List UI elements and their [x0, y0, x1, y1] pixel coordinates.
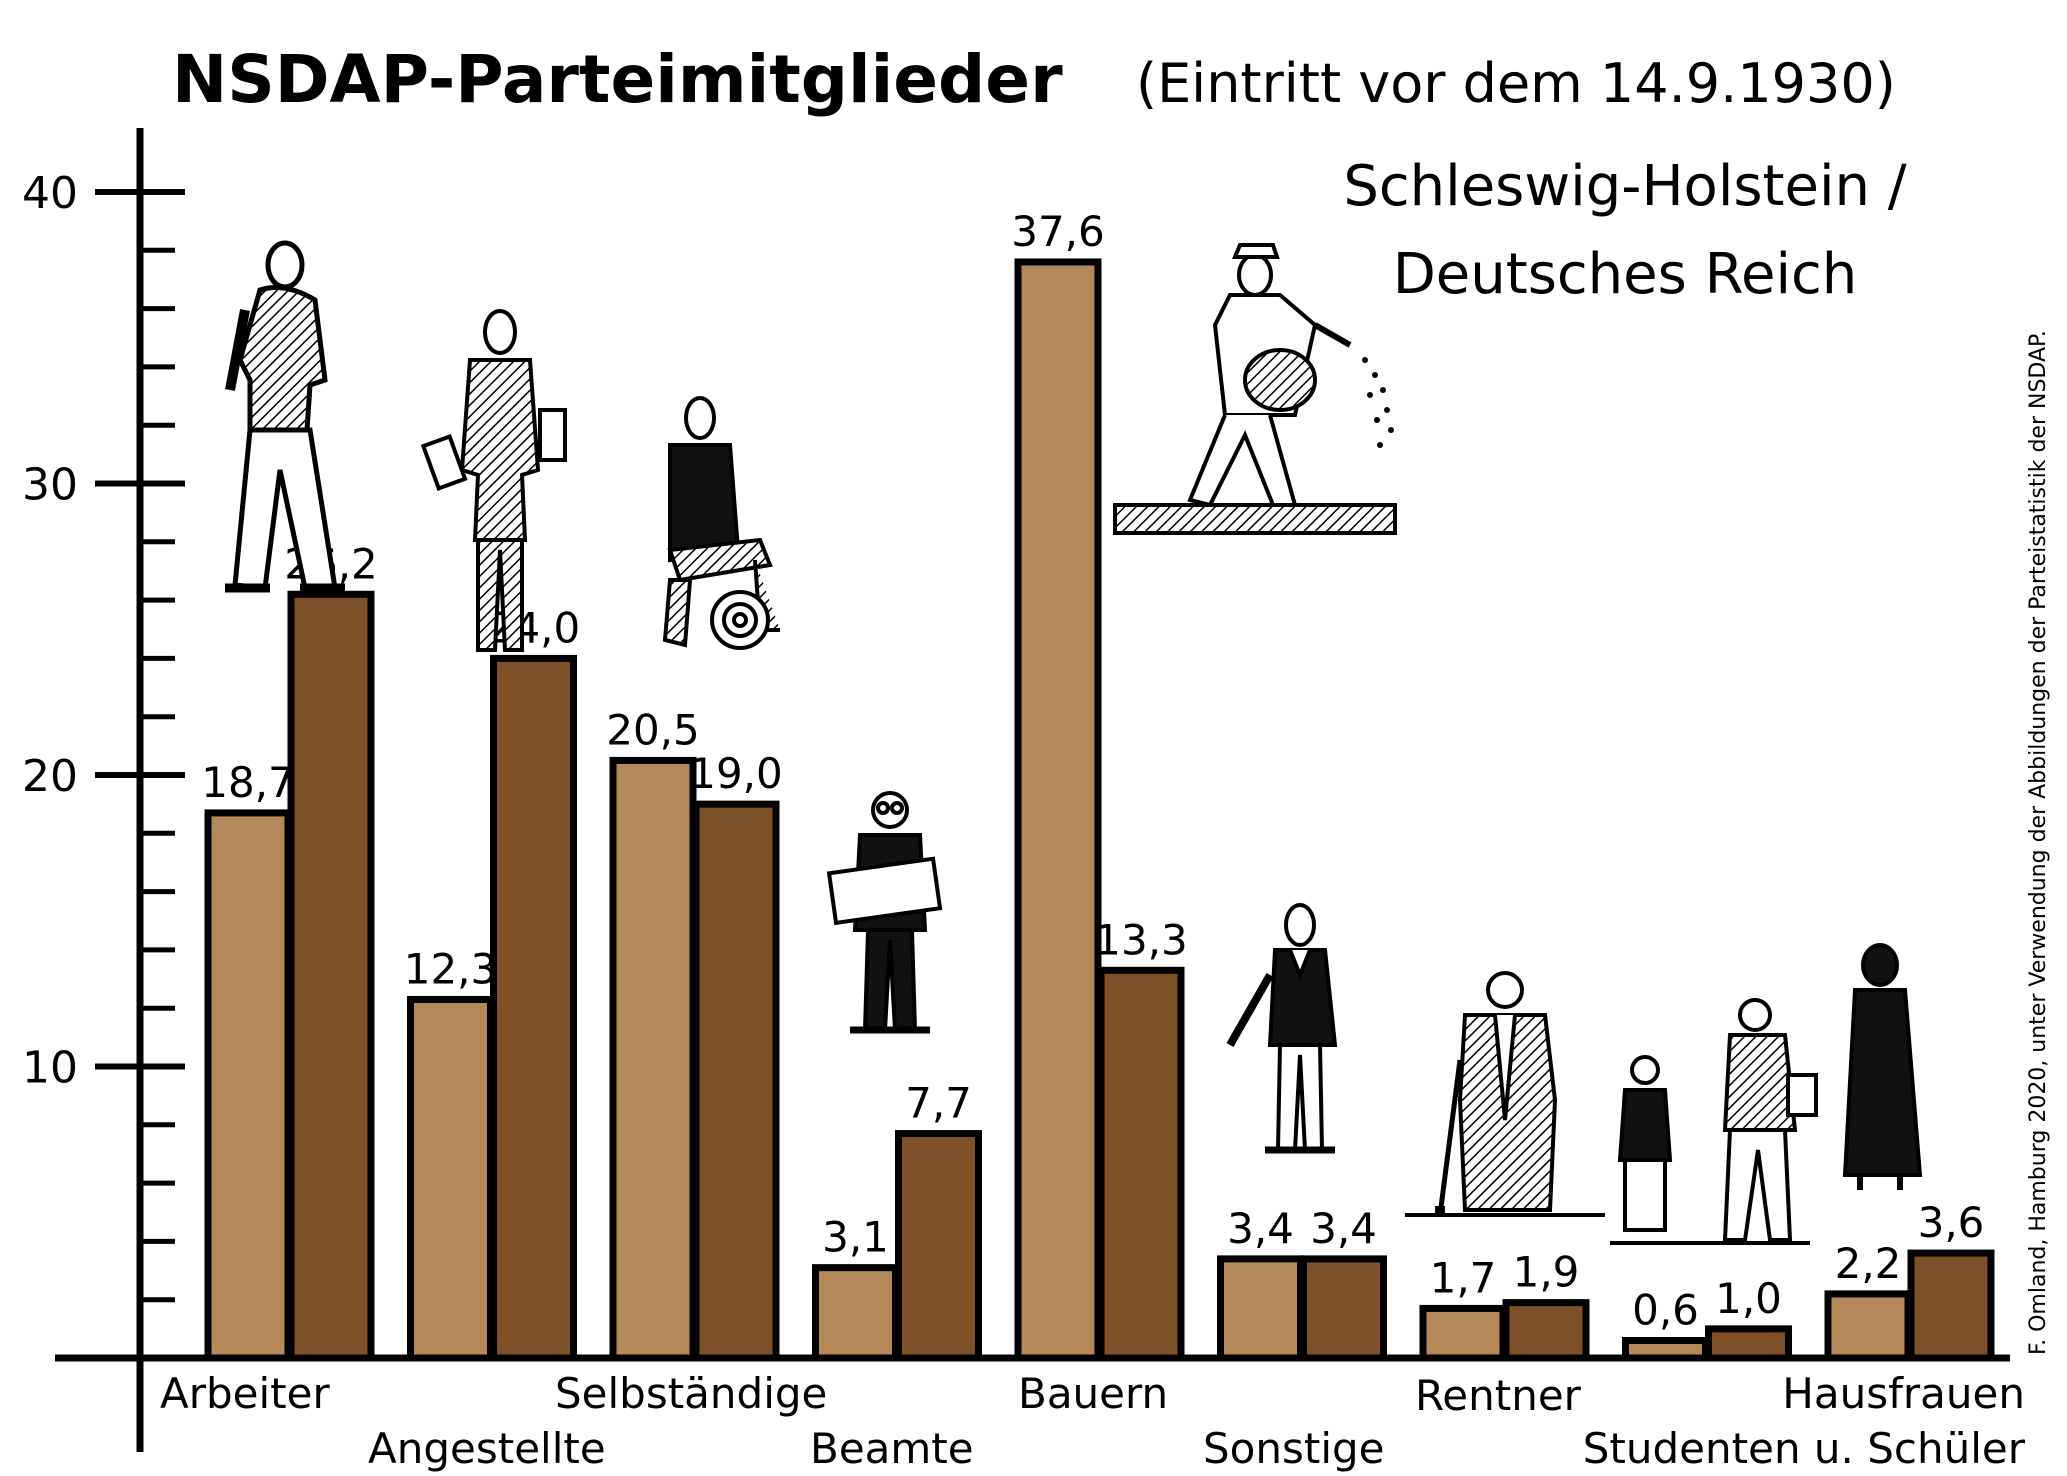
- bar-deutsches-reich: [490, 654, 577, 1362]
- category-label: Sonstige: [1203, 1424, 1385, 1473]
- self-employed-figure: [662, 396, 780, 650]
- bar-value-label: 7,7: [905, 1079, 972, 1128]
- bar-value-label: 13,3: [1094, 915, 1188, 964]
- category-labels: Arbeiter Angestellte Selbständige Beamte Bau…: [160, 1369, 2026, 1473]
- bar-deutsches-reich: [1705, 1325, 1792, 1362]
- bar-value-label: 1,9: [1513, 1248, 1580, 1297]
- category-label: Beamte: [810, 1424, 974, 1473]
- bar-deutsches-reich: [1907, 1249, 1995, 1362]
- bar-value-label: 3,1: [822, 1213, 889, 1262]
- category-label: Rentner: [1415, 1371, 1582, 1420]
- category-label: Studenten u. Schüler: [1583, 1424, 2026, 1473]
- region-line-2: Deutsches Reich: [1393, 242, 1858, 307]
- region-line-1: Schleswig-Holstein /: [1343, 154, 1906, 219]
- bar-schleswig-holstein: [609, 756, 697, 1362]
- chart-title: NSDAP-Parteimitglieder: [172, 41, 1063, 118]
- y-axis-ticks: 10 20 30 40: [22, 168, 185, 1303]
- y-tick-label: 20: [22, 751, 78, 802]
- bar-value-label: 3,4: [1310, 1204, 1377, 1253]
- bar-value-label: 1,7: [1430, 1253, 1497, 1302]
- bar-schleswig-holstein: [1419, 1304, 1507, 1362]
- bars: [204, 258, 1995, 1362]
- credit-text: F. Omland, Hamburg 2020, unter Verwendun…: [2026, 330, 2051, 1355]
- bar-value-label: 37,6: [1011, 207, 1105, 256]
- bar-schleswig-holstein: [1014, 258, 1102, 1362]
- housewife-figure: [1842, 943, 1923, 1190]
- chart-subtitle: (Eintritt vor dem 14.9.1930): [1136, 52, 1896, 115]
- bar-schleswig-holstein: [407, 995, 494, 1362]
- bar-schleswig-holstein: [812, 1264, 899, 1362]
- bar-value-label: 20,5: [606, 705, 700, 754]
- y-tick-label: 30: [22, 460, 78, 511]
- bar-value-label: 18,7: [201, 758, 295, 807]
- y-tick-label: 10: [22, 1043, 78, 1094]
- bar-deutsches-reich: [1097, 966, 1185, 1362]
- bar-deutsches-reich: [1300, 1255, 1387, 1362]
- bar-value-label: 3,4: [1227, 1204, 1294, 1253]
- bar-schleswig-holstein: [1824, 1290, 1912, 1362]
- y-tick-label: 40: [22, 168, 78, 219]
- students-figure: [1610, 998, 1818, 1245]
- bar-deutsches-reich: [1502, 1299, 1590, 1362]
- worker-figure: [225, 240, 345, 593]
- category-label: Arbeiter: [160, 1369, 330, 1418]
- other-gentleman-figure: [1226, 903, 1338, 1154]
- bar-schleswig-holstein: [1217, 1255, 1304, 1362]
- bar-schleswig-holstein: [204, 809, 292, 1362]
- category-label: Angestellte: [368, 1424, 606, 1473]
- bar-deutsches-reich: [895, 1130, 982, 1362]
- category-label: Hausfrauen: [1782, 1369, 2025, 1418]
- bar-value-label: 1,0: [1715, 1274, 1782, 1323]
- bar-value-label: 0,6: [1632, 1286, 1699, 1335]
- bar-deutsches-reich: [692, 800, 780, 1362]
- category-label: Selbständige: [555, 1369, 827, 1418]
- farmer-sowing-figure: [1113, 243, 1397, 535]
- bar-schleswig-holstein: [1622, 1337, 1709, 1362]
- illustrations: [225, 240, 1923, 1245]
- civil-servant-figure: [826, 791, 943, 1034]
- category-label: Bauern: [1018, 1369, 1168, 1418]
- bar-value-label: 12,3: [404, 944, 498, 993]
- bar-deutsches-reich: [287, 590, 375, 1362]
- pensioner-figure: [1405, 971, 1605, 1217]
- bar-value-label: 2,2: [1835, 1239, 1902, 1288]
- bar-value-label: 19,0: [689, 749, 783, 798]
- bar-value-label: 24,0: [487, 603, 581, 652]
- employee-figure: [420, 309, 567, 652]
- bar-value-label: 3,6: [1918, 1198, 1985, 1247]
